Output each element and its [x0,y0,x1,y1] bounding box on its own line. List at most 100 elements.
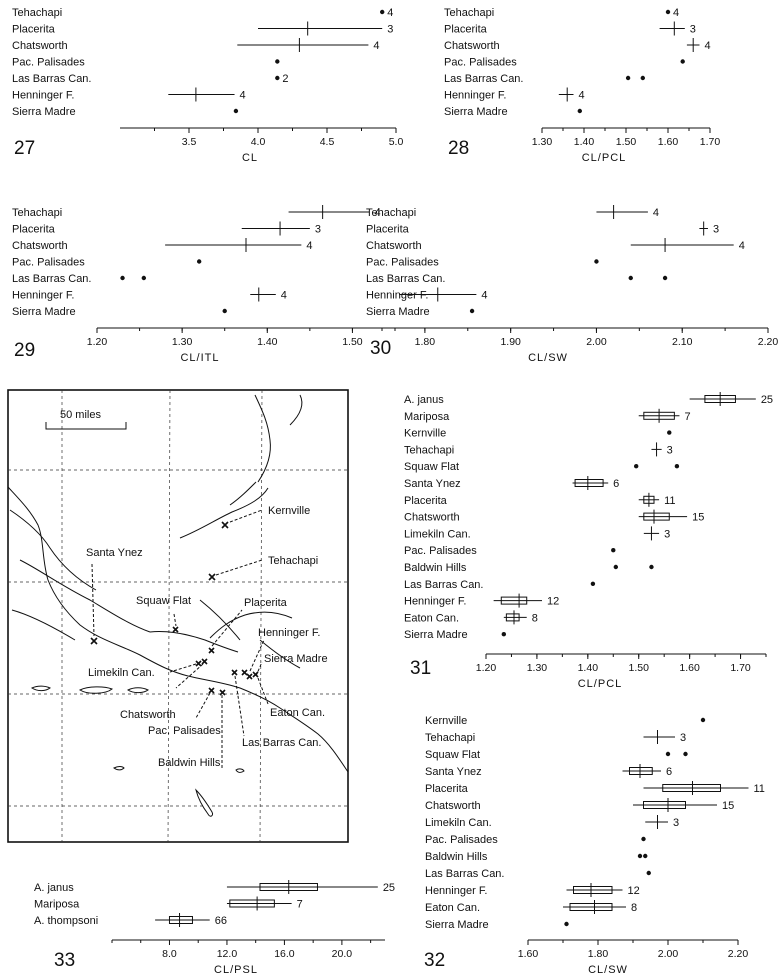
row-tehachapi: Tehachapi 4 [444,7,679,19]
row-henninger-f: Henninger F. 4 [12,287,287,302]
row-santa-ynez: Santa Ynez 6 [404,476,619,490]
row-pac-palisades: Pac. Palisades [366,257,599,269]
map-islands [31,685,245,817]
row-label: Santa Ynez [404,478,461,490]
sample-size: 25 [761,394,773,406]
marker-sierra-madre [246,673,253,680]
row-label: Henninger F. [366,290,428,302]
sample-size: 12 [547,596,559,608]
sample-size: 4 [281,290,287,302]
row-limekiln-can: Limekiln Can. 3 [425,815,679,829]
row-label: Pac. Palisades [404,545,477,557]
row-label: Squaw Flat [404,461,459,473]
x-tick-label: 1.80 [415,336,436,348]
row-baldwin-hills: Baldwin Hills [404,562,654,574]
map-markers [90,521,259,696]
data-point [469,308,475,314]
row-label: Pac. Palisades [444,57,517,69]
row-label: A. janus [34,882,74,894]
row-eaton-can: Eaton Can. 8 [404,610,538,625]
map-label-tehachapi: Tehachapi [268,555,318,567]
x-tick-label: 12.0 [217,948,238,960]
row-label: Limekiln Can. [425,817,492,829]
row-label: Tehachapi [12,7,62,19]
x-tick-label: 2.10 [672,336,693,348]
row-label: Chatsworth [425,800,481,812]
x-axis-label: CL/SW [528,352,568,364]
sample-size: 4 [240,90,246,102]
sample-size: 4 [653,207,659,219]
marker-las-barras [231,669,238,676]
figure-number: 31 [410,658,431,679]
map-scale-bar: 50 miles [45,409,127,430]
x-tick-label: 1.40 [257,336,278,348]
row-chatsworth: Chatsworth 15 [404,509,704,524]
row-las-barras-can: Las Barras Can. [425,868,651,880]
row-label: Sierra Madre [425,919,489,931]
x-tick-label: 1.90 [500,336,521,348]
chart-33: 8.0 12.0 16.0 20.0 CL/PSL 33 A. janus 25 Maripos… [34,880,395,976]
row-label: Placerita [444,24,488,36]
sample-size: 11 [664,495,675,507]
row-squaw-flat: Squaw Flat [404,461,680,473]
row-label: Mariposa [34,899,80,911]
data-point [680,59,685,64]
row-pac-palisades: Pac. Palisades [425,834,646,846]
map-label-santa-ynez: Santa Ynez [86,547,143,559]
figure-number: 32 [424,950,445,971]
figure-number: 27 [14,138,35,159]
row-placerita: Placerita 11 [425,781,765,795]
chart-32: 1.60 1.80 2.00 2.20 CL/SW 32 Kernville Tehachap… [424,715,765,976]
data-point [700,717,706,723]
row-label: Las Barras Can. [12,73,91,85]
row-henninger-f: Henninger F. 4 [366,287,487,302]
row-label: Tehachapi [12,207,62,219]
row-las-barras-can: Las Barras Can. [404,579,596,591]
data-point [683,751,688,757]
row-label: Mariposa [404,411,450,423]
row-placerita: Placerita 3 [12,221,321,236]
x-tick-label: 1.30 [527,662,548,674]
row-label: Squaw Flat [425,749,480,761]
map-label-kernville: Kernville [268,505,310,517]
row-label: Placerita [366,224,410,236]
row-mariposa: Mariposa 7 [34,896,303,911]
marker-eaton [252,671,259,678]
x-tick-label: 1.40 [574,136,595,148]
map-scale-label: 50 miles [60,409,101,421]
sample-size: 66 [215,915,227,927]
marker-santa-ynez [90,637,98,645]
row-label: Tehachapi [425,732,475,744]
sample-size: 4 [579,90,585,102]
row-label: Chatsworth [12,240,68,252]
sample-size: 4 [739,240,745,252]
row-label: Pac. Palisades [12,257,85,269]
x-tick-label: 1.70 [700,136,721,148]
row-pac-palisades: Pac. Palisades [404,545,616,557]
data-point [501,632,507,637]
chart-27: 3.5 4.0 4.5 5.0 CL 27 Tehachapi 4 Placerita 3 Chat… [12,7,403,164]
sample-size: 4 [373,40,379,52]
x-axis-label: CL/ITL [180,352,219,364]
row-chatsworth: Chatsworth 4 [444,38,711,52]
row-henninger-f: Henninger F. 4 [444,87,585,102]
x-tick-label: 2.20 [758,336,779,348]
row-label: Eaton Can. [404,612,459,624]
sample-size: 8 [532,612,538,624]
row-label: Pac. Palisades [366,257,439,269]
map-label-limekiln: Limekiln Can. [88,667,155,679]
map-label-las-barras: Las Barras Can. [242,737,321,749]
row-a-janus: A. janus 25 [404,392,773,406]
row-label: Pac. Palisades [425,834,498,846]
row-label: Placerita [404,495,448,507]
data-point [662,275,668,281]
row-label: Henninger F. [444,90,506,102]
sample-size: 3 [680,732,686,744]
marker-henninger [241,669,248,676]
row-label: Baldwin Hills [404,562,467,574]
row-label: Limekiln Can. [404,528,471,540]
x-tick-label: 1.60 [658,136,679,148]
row-label: Sierra Madre [404,629,468,641]
row-sierra-madre: Sierra Madre [404,629,507,641]
